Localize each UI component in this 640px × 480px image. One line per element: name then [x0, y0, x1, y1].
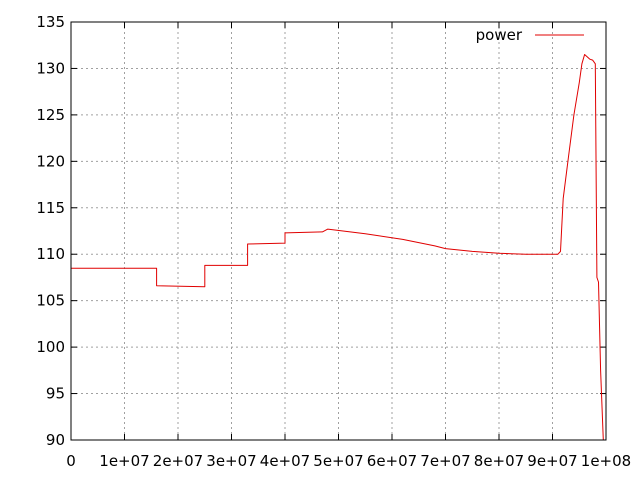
x-tick-label: 6e+07 — [367, 452, 417, 470]
y-tick-labels: 90 95 100 105 110 115 120 125 130 135 — [36, 13, 65, 449]
x-tick-label: 1e+07 — [99, 452, 149, 470]
y-tick-label: 110 — [36, 245, 65, 263]
x-tick-labels: 0 1e+07 2e+07 3e+07 4e+07 5e+07 6e+07 7e+07 8e+0… — [66, 452, 631, 470]
y-tick-label: 130 — [36, 59, 65, 77]
x-tick-label: 2e+07 — [153, 452, 203, 470]
x-tick-label: 3e+07 — [206, 452, 256, 470]
grid — [71, 22, 606, 440]
series-line-power — [71, 54, 604, 441]
series-layer — [71, 54, 604, 441]
x-tick-label: 5e+07 — [313, 452, 363, 470]
x-tick-label: 0 — [66, 452, 76, 470]
y-tick-label: 100 — [36, 338, 65, 356]
x-tick-label: 9e+07 — [527, 452, 577, 470]
y-tick-label: 90 — [46, 431, 65, 449]
legend-label-power: power — [476, 26, 523, 44]
y-tick-label: 95 — [46, 385, 65, 403]
y-tick-label: 135 — [36, 13, 65, 31]
y-tick-label: 105 — [36, 292, 65, 310]
x-tick-label: 1e+08 — [581, 452, 631, 470]
plot-frame — [70, 21, 607, 441]
y-tick-label: 125 — [36, 106, 65, 124]
x-tick-label: 8e+07 — [474, 452, 524, 470]
legend: power — [476, 26, 584, 44]
y-tick-label: 120 — [36, 152, 65, 170]
x-tick-label: 7e+07 — [420, 452, 470, 470]
x-tick-label: 4e+07 — [260, 452, 310, 470]
y-tick-label: 115 — [36, 199, 65, 217]
